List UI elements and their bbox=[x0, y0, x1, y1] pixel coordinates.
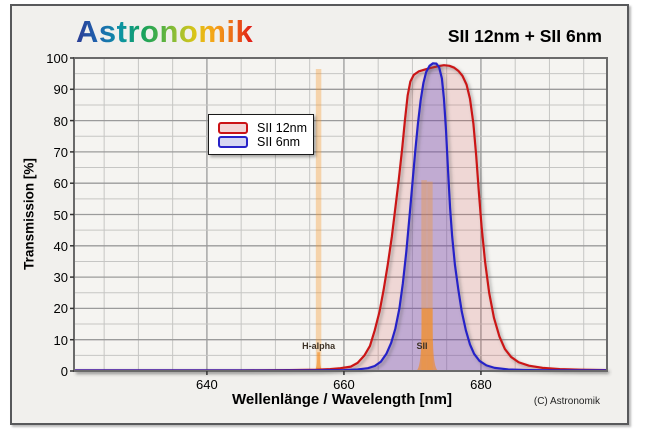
y-tick-label: 100 bbox=[46, 51, 68, 66]
copyright-text: (C) Astronomik bbox=[533, 396, 600, 407]
y-tick-label: 60 bbox=[53, 176, 68, 192]
emission-base-SII bbox=[415, 308, 440, 371]
series-curve-red bbox=[74, 64, 608, 372]
y-tick-label: 10 bbox=[53, 332, 68, 348]
legend-item-blue: SII 6nm bbox=[209, 135, 313, 149]
y-tick-label: 90 bbox=[53, 82, 68, 98]
series-curve-blue bbox=[74, 62, 607, 372]
plot-area bbox=[70, 57, 608, 375]
x-tick-label: 680 bbox=[470, 377, 492, 392]
x-axis-label: Wellenlänge / Wavelength [nm] bbox=[231, 391, 453, 408]
gridlines bbox=[74, 58, 607, 371]
y-tick-label: 50 bbox=[53, 207, 68, 223]
x-tick-label: 660 bbox=[333, 377, 355, 392]
legend-label: SII 6nm bbox=[257, 134, 301, 149]
y-tick-label: 30 bbox=[53, 270, 68, 286]
astronomik-logo: Astronomik bbox=[76, 14, 254, 49]
axis-ticks bbox=[70, 57, 482, 375]
legend: SII 12nm SII 6nm bbox=[208, 114, 314, 155]
y-tick-label: 70 bbox=[53, 144, 68, 160]
series-fill-red bbox=[74, 65, 607, 371]
series-strokes bbox=[74, 62, 608, 372]
emission-label-H-alpha: H-alpha bbox=[302, 340, 336, 351]
x-tick-label: 640 bbox=[196, 377, 218, 392]
legend-swatch-red bbox=[218, 121, 248, 134]
legend-item-red: SII 12nm bbox=[209, 121, 313, 135]
y-tick-label: 80 bbox=[53, 113, 68, 129]
y-tick-label: 0 bbox=[60, 364, 68, 379]
legend-swatch-blue bbox=[218, 135, 248, 148]
chart-title: SII 12nm + SII 6nm bbox=[447, 26, 602, 46]
emission-lines bbox=[312, 68, 440, 371]
legend-label: SII 12nm bbox=[257, 120, 308, 135]
emission-label-SII: SII bbox=[416, 340, 428, 351]
y-tick-label: 40 bbox=[53, 238, 68, 254]
chart-panel: Astronomik SII 12nm + SII 6nm Transmissi… bbox=[10, 4, 629, 425]
series-fills bbox=[74, 63, 607, 371]
y-tick-label: 20 bbox=[53, 301, 68, 317]
